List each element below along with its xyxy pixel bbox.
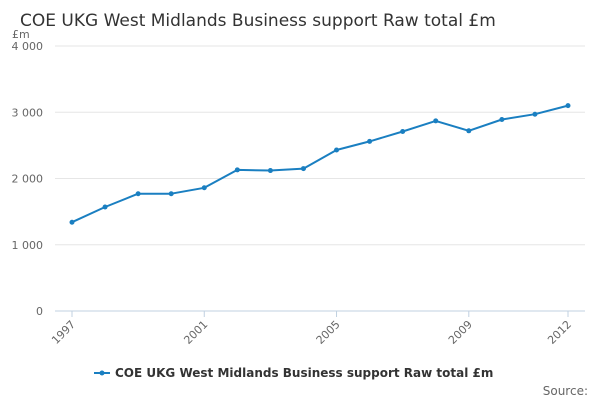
data-point[interactable] <box>267 168 273 174</box>
data-point[interactable] <box>168 191 174 197</box>
data-point[interactable] <box>201 185 207 191</box>
data-point[interactable] <box>69 219 75 225</box>
source-label: Source: <box>543 384 588 398</box>
y-tick-label: 0 <box>36 305 43 318</box>
series-layer <box>69 103 571 225</box>
grid-lines <box>55 45 585 246</box>
data-point[interactable] <box>400 128 406 134</box>
data-point[interactable] <box>499 117 505 123</box>
data-point[interactable] <box>102 204 108 210</box>
series-line <box>71 104 569 224</box>
data-point[interactable] <box>135 191 141 197</box>
x-tick-label: 2012 <box>545 318 574 347</box>
data-point[interactable] <box>532 111 538 117</box>
data-point[interactable] <box>565 103 571 109</box>
legend[interactable]: COE UKG West Midlands Business support R… <box>94 366 493 380</box>
data-point[interactable] <box>433 118 439 124</box>
data-point[interactable] <box>234 167 240 173</box>
data-point[interactable] <box>367 138 373 144</box>
x-tick-label: 1997 <box>49 318 78 347</box>
x-tick-label: 2005 <box>314 318 343 347</box>
y-tick-label: 1 000 <box>12 239 44 252</box>
data-point[interactable] <box>466 128 472 134</box>
x-tick-label: 2001 <box>181 318 210 347</box>
x-tick-label: 2009 <box>446 318 475 347</box>
y-axis-ticks: 0 1 000 2 000 3 000 4 000 <box>12 40 44 318</box>
y-axis-unit-label: £m <box>12 28 30 41</box>
data-point[interactable] <box>334 147 340 153</box>
legend-marker-icon <box>99 370 105 376</box>
data-point[interactable] <box>300 166 306 172</box>
y-tick-label: 4 000 <box>12 40 44 53</box>
legend-label: COE UKG West Midlands Business support R… <box>115 366 493 380</box>
y-tick-label: 2 000 <box>12 173 44 186</box>
x-axis-ticks: 1997 2001 2005 2009 2012 <box>49 311 574 347</box>
chart-title: COE UKG West Midlands Business support R… <box>20 11 496 31</box>
y-tick-label: 3 000 <box>12 106 44 119</box>
